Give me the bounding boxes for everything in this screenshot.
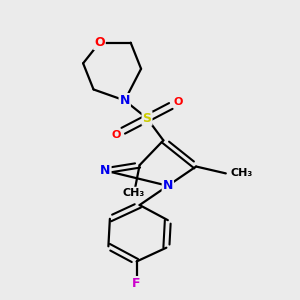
Text: N: N: [119, 94, 130, 107]
Text: N: N: [163, 179, 173, 192]
Text: O: O: [173, 97, 183, 107]
Text: O: O: [111, 130, 121, 140]
Text: CH₃: CH₃: [122, 188, 145, 198]
Text: O: O: [94, 36, 105, 49]
Text: N: N: [100, 164, 111, 177]
Text: S: S: [142, 112, 152, 125]
Text: F: F: [132, 277, 141, 290]
Text: CH₃: CH₃: [230, 168, 253, 178]
